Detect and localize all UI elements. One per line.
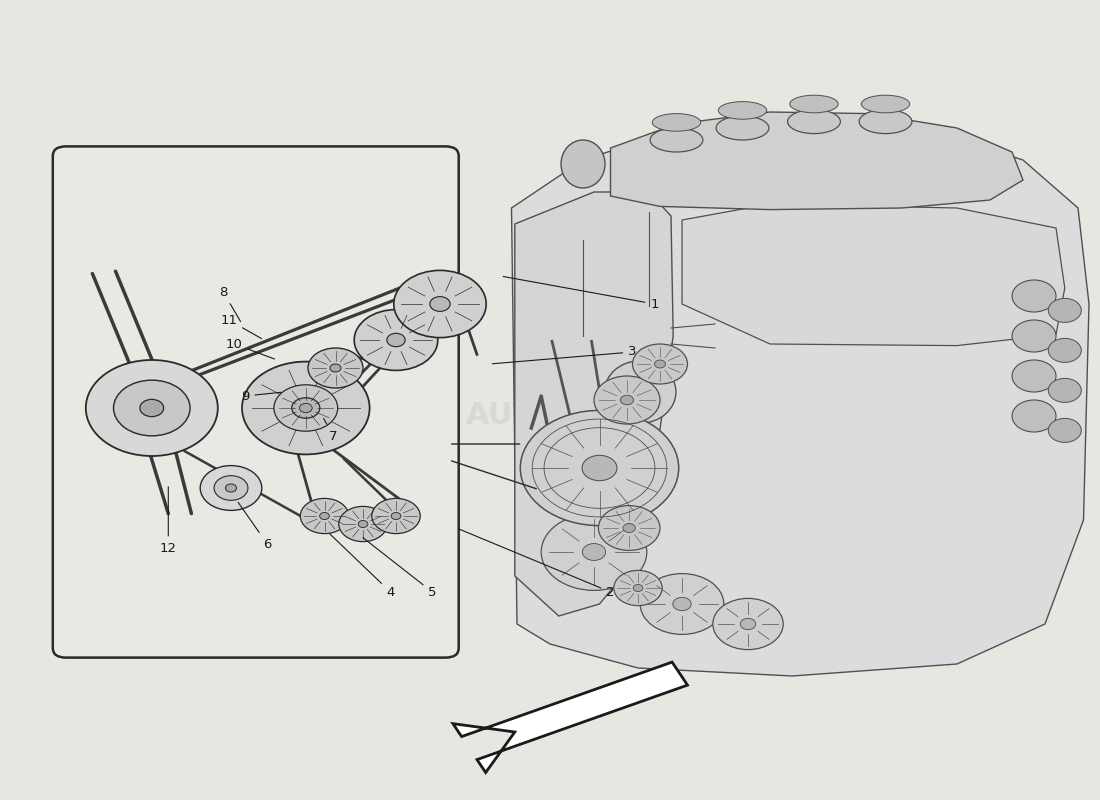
Circle shape [1048, 338, 1081, 362]
Text: 2: 2 [459, 529, 615, 598]
Text: 4: 4 [330, 534, 395, 598]
Polygon shape [453, 662, 688, 773]
Text: 6: 6 [238, 502, 272, 550]
Circle shape [354, 310, 438, 370]
Circle shape [582, 543, 606, 561]
Circle shape [673, 598, 691, 610]
Circle shape [614, 570, 662, 606]
Ellipse shape [605, 361, 675, 423]
Circle shape [242, 362, 370, 454]
Text: 12: 12 [160, 486, 177, 554]
Ellipse shape [561, 140, 605, 188]
Circle shape [292, 398, 320, 418]
Circle shape [300, 498, 349, 534]
Ellipse shape [652, 114, 701, 131]
Circle shape [274, 385, 338, 431]
Circle shape [740, 618, 756, 630]
Circle shape [640, 574, 724, 634]
Polygon shape [682, 204, 1065, 346]
Circle shape [200, 466, 262, 510]
Ellipse shape [790, 95, 838, 113]
Circle shape [372, 498, 420, 534]
Text: 1: 1 [503, 277, 659, 310]
Circle shape [713, 598, 783, 650]
Circle shape [113, 380, 190, 436]
Circle shape [1012, 360, 1056, 392]
Text: 5: 5 [363, 538, 437, 598]
Circle shape [387, 334, 405, 346]
Text: AUTOSPÀRTS: AUTOSPÀRTS [465, 402, 690, 430]
Ellipse shape [861, 95, 910, 113]
Circle shape [1012, 320, 1056, 352]
Circle shape [520, 410, 679, 526]
Circle shape [430, 297, 450, 311]
Circle shape [1012, 400, 1056, 432]
Circle shape [634, 585, 642, 591]
Circle shape [226, 484, 236, 492]
Text: 8: 8 [219, 286, 241, 322]
Circle shape [392, 513, 400, 519]
Circle shape [598, 506, 660, 550]
Circle shape [654, 360, 666, 368]
Circle shape [86, 360, 218, 456]
Circle shape [620, 395, 634, 405]
Circle shape [214, 476, 248, 500]
Ellipse shape [859, 110, 912, 134]
Circle shape [394, 270, 486, 338]
Circle shape [623, 523, 636, 533]
Text: 9: 9 [241, 390, 280, 402]
Ellipse shape [718, 102, 767, 119]
Text: 10: 10 [226, 338, 275, 359]
Text: 3: 3 [493, 346, 637, 364]
Circle shape [1048, 298, 1081, 322]
Circle shape [339, 506, 387, 542]
Circle shape [632, 344, 688, 384]
Text: 7: 7 [323, 418, 338, 442]
Circle shape [582, 455, 617, 481]
Polygon shape [512, 112, 1089, 676]
Circle shape [299, 403, 312, 413]
Circle shape [330, 364, 341, 372]
Circle shape [1048, 418, 1081, 442]
Circle shape [1048, 378, 1081, 402]
Circle shape [320, 513, 329, 519]
Circle shape [541, 514, 647, 590]
Text: 11: 11 [220, 314, 262, 338]
Polygon shape [515, 192, 673, 616]
Circle shape [140, 399, 164, 417]
Ellipse shape [650, 128, 703, 152]
FancyBboxPatch shape [53, 146, 459, 658]
Circle shape [594, 376, 660, 424]
Ellipse shape [788, 110, 840, 134]
Ellipse shape [716, 116, 769, 140]
Circle shape [359, 521, 367, 527]
Circle shape [1012, 280, 1056, 312]
Polygon shape [610, 112, 1023, 210]
Circle shape [308, 348, 363, 388]
